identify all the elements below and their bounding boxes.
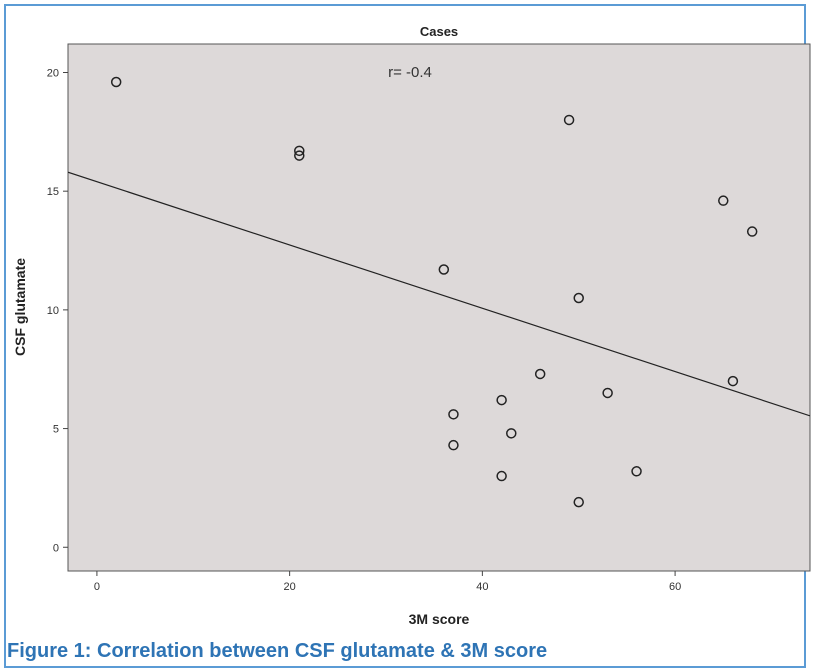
- data-point: [496, 394, 507, 406]
- plot-area: [67, 43, 811, 572]
- x-axis-label: 3M score: [409, 611, 470, 627]
- fit-line-group: [68, 171, 810, 417]
- x-tick-label: 60: [669, 581, 681, 593]
- data-points: [110, 76, 758, 508]
- x-tick-label: 0: [94, 581, 100, 593]
- data-point: [602, 387, 613, 399]
- data-point: [573, 292, 584, 304]
- data-point: [294, 150, 305, 161]
- data-point: [573, 496, 584, 508]
- data-point: [506, 428, 517, 439]
- chart-title: Cases: [420, 24, 458, 39]
- data-point: [496, 470, 507, 482]
- axis-ticks: 0 20 40 60 0 5 10 15 20: [47, 67, 681, 593]
- y-tick-label: 15: [47, 186, 59, 198]
- y-tick-label: 20: [47, 67, 59, 79]
- data-point: [746, 226, 758, 237]
- data-point: [534, 368, 546, 380]
- data-point: [727, 375, 739, 387]
- data-point: [294, 145, 305, 157]
- y-tick-label: 5: [53, 424, 59, 436]
- x-tick-label: 20: [284, 581, 296, 593]
- data-point: [631, 466, 642, 477]
- y-tick-label: 10: [47, 305, 59, 317]
- data-point: [448, 409, 459, 420]
- regression-line: [68, 171, 810, 417]
- data-point: [563, 114, 575, 126]
- y-tick-label: 0: [53, 542, 59, 554]
- data-point: [718, 195, 729, 206]
- figure-caption: Figure 1: Correlation between CSF glutam…: [7, 640, 548, 662]
- x-tick-label: 40: [476, 581, 488, 593]
- data-point: [110, 76, 122, 88]
- data-point: [438, 264, 450, 275]
- y-axis-label: CSF glutamate: [12, 258, 28, 356]
- correlation-annotation: r= -0.4: [388, 64, 432, 81]
- data-point: [448, 439, 459, 451]
